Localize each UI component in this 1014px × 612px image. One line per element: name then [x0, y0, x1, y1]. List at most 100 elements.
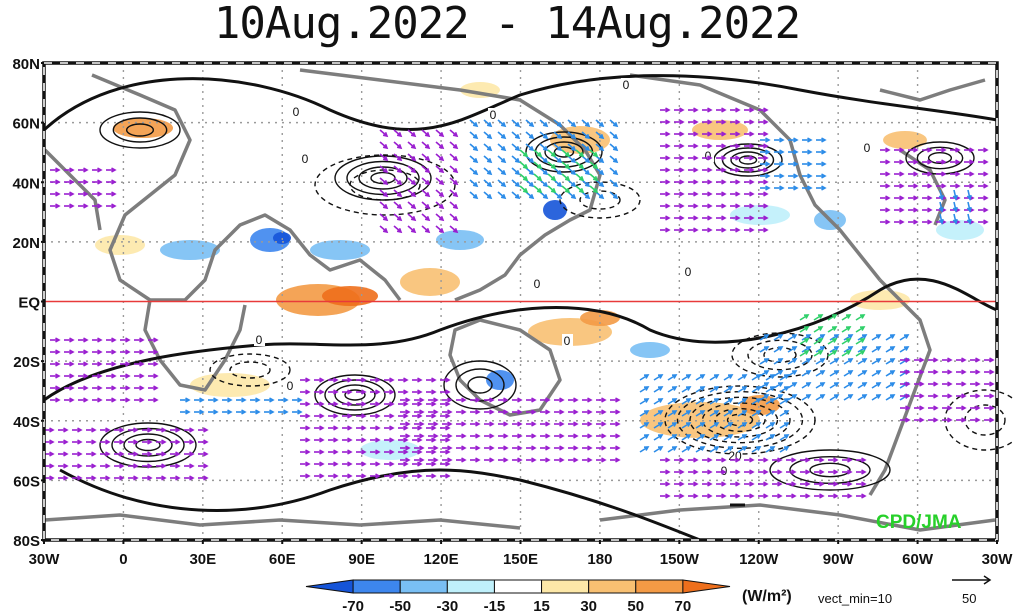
flux-arrow	[92, 203, 103, 209]
flux-arrow-head	[791, 382, 798, 387]
flux-arrow	[681, 398, 692, 405]
flux-arrow-head	[584, 181, 591, 188]
flux-arrow	[908, 207, 919, 213]
flux-arrow	[653, 398, 664, 405]
flux-arrow	[723, 386, 734, 393]
flux-arrow	[92, 385, 103, 391]
flux-arrow-head	[735, 179, 741, 185]
flux-arrow	[483, 191, 493, 200]
flux-arrow	[314, 389, 325, 395]
flux-arrow-head	[861, 493, 867, 499]
flux-arrow-head	[203, 439, 209, 445]
flux-arrow-head	[833, 334, 840, 339]
flux-arrow-head	[405, 409, 411, 415]
flux-arrow	[760, 173, 771, 179]
flux-arrow	[730, 107, 741, 113]
flux-arrow	[885, 358, 896, 365]
flux-arrow	[914, 357, 925, 363]
flux-arrow-head	[749, 191, 755, 197]
flux-arrow-head	[955, 183, 961, 189]
flux-arrow-head	[707, 107, 713, 113]
flux-arrow	[828, 493, 839, 499]
flux-arrow	[871, 382, 882, 389]
flux-arrow-head	[445, 437, 451, 443]
flux-arrow-head	[382, 227, 389, 234]
flux-arrow-head	[899, 207, 905, 213]
flux-arrow-head	[452, 227, 459, 234]
colorbar-cell	[446, 579, 495, 594]
flux-arrow	[426, 449, 437, 455]
flux-arrow-head	[741, 434, 748, 439]
flux-arrow	[300, 437, 311, 443]
flux-arrow	[667, 446, 678, 453]
flux-arrow	[908, 147, 919, 153]
flux-arrow-head	[947, 357, 953, 363]
flux-arrow-head	[989, 393, 995, 399]
flux-arrow-head	[861, 394, 868, 399]
flux-arrow	[106, 167, 117, 173]
flux-arrow	[688, 203, 699, 209]
flux-arrow-head	[319, 461, 325, 467]
flux-arrow	[772, 469, 783, 475]
flux-arrow-head	[749, 143, 755, 149]
flux-arrow	[278, 409, 289, 415]
flux-arrow	[170, 475, 181, 481]
flux-arrow-head	[77, 427, 83, 433]
flux-arrow	[730, 215, 741, 221]
flux-arrow-head	[791, 469, 797, 475]
flux-arrow-head	[97, 397, 103, 403]
flux-arrow	[92, 179, 103, 185]
flux-arrow	[407, 129, 417, 138]
flux-arrow-head	[679, 481, 685, 487]
flux-arrow-head	[671, 410, 678, 415]
flux-arrow	[442, 457, 453, 463]
flux-arrow-head	[433, 445, 439, 451]
flux-arrow	[470, 397, 481, 403]
flux-arrow	[922, 219, 933, 225]
anomaly-patch	[322, 286, 378, 306]
flux-arrow-head	[975, 393, 981, 399]
flux-arrow-head	[119, 427, 125, 433]
colorbar-cell	[588, 579, 637, 594]
longitude-label: 30W	[29, 551, 61, 568]
flux-arrow-head	[111, 337, 117, 343]
flux-arrow-head	[741, 422, 748, 427]
flux-arrow	[400, 397, 411, 403]
flux-arrow-head	[685, 422, 692, 427]
flux-arrow	[688, 131, 699, 137]
flux-arrow-head	[55, 397, 61, 403]
flux-arrow	[695, 446, 706, 453]
flux-arrow-head	[713, 410, 720, 415]
flux-arrow	[596, 445, 607, 451]
flux-arrow-head	[821, 185, 827, 191]
flux-arrow	[730, 227, 741, 233]
flux-arrow-head	[612, 145, 619, 152]
flux-arrow	[978, 219, 989, 225]
flux-arrow-head	[475, 397, 481, 403]
contour-label: 0	[564, 334, 571, 348]
flux-arrow	[114, 427, 125, 433]
flux-arrow	[688, 119, 699, 125]
flux-arrow	[442, 433, 453, 439]
flux-arrow-head	[433, 433, 439, 439]
flux-arrow	[50, 361, 61, 367]
flux-arrow-head	[447, 421, 453, 427]
flux-arrow-head	[410, 143, 417, 150]
flux-arrow-head	[803, 326, 810, 331]
flux-arrow	[407, 213, 417, 222]
flux-arrow	[428, 409, 439, 415]
flux-arrow-head	[665, 179, 671, 185]
flux-arrow	[674, 167, 685, 173]
flux-arrow	[688, 481, 699, 487]
flux-arrow-head	[319, 413, 325, 419]
flux-arrow	[64, 361, 75, 367]
flux-arrow-head	[903, 346, 910, 351]
contour-label-bg	[703, 149, 714, 162]
flux-arrow	[828, 457, 839, 463]
flux-arrow	[759, 334, 770, 341]
flux-arrow	[827, 314, 838, 321]
flux-arrow-head	[793, 149, 799, 155]
flux-arrow	[922, 195, 933, 201]
flux-arrow	[856, 493, 867, 499]
